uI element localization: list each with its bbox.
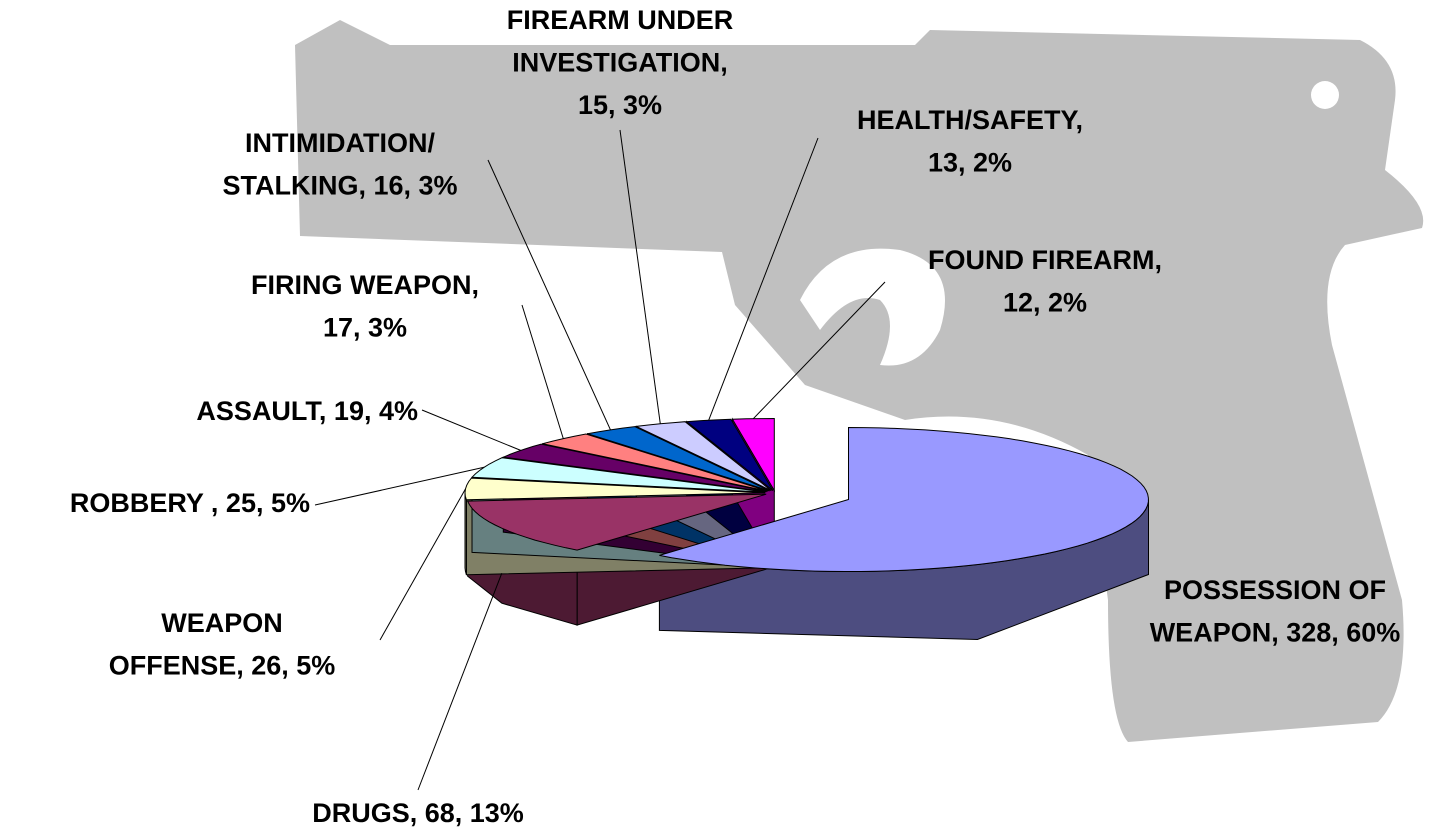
data-label: STALKING, 16, 3%	[222, 171, 457, 201]
data-label: 13, 2%	[928, 148, 1012, 178]
leader-line	[522, 305, 563, 439]
data-label: 15, 3%	[578, 90, 662, 120]
leader-line	[422, 410, 521, 450]
data-label: FOUND FIREARM,	[928, 245, 1162, 275]
leader-line	[315, 467, 484, 505]
data-label: WEAPON	[161, 608, 283, 638]
data-label: ROBBERY , 25, 5%	[70, 488, 310, 518]
leader-line	[380, 489, 466, 640]
data-label: 17, 3%	[323, 313, 407, 343]
data-label: POSSESSION OF	[1164, 575, 1386, 605]
data-label: OFFENSE, 26, 5%	[109, 651, 336, 681]
data-label: HEALTH/SAFETY,	[857, 105, 1083, 135]
leader-line	[418, 573, 502, 790]
data-label: WEAPON, 328, 60%	[1150, 618, 1401, 648]
data-label: DRUGS, 68, 13%	[312, 798, 524, 828]
hammer-hole	[1311, 81, 1339, 109]
data-label: INVESTIGATION,	[512, 48, 728, 78]
data-label: INTIMIDATION/	[245, 128, 435, 158]
chart: POSSESSION OF WEAPON, 328, 60% DRUGS, 68, …	[0, 0, 1434, 833]
data-label: FIREARM UNDER	[507, 5, 734, 35]
data-label: 12, 2%	[1003, 288, 1087, 318]
slice-wall	[465, 493, 466, 575]
data-label: FIRING WEAPON,	[251, 270, 479, 300]
data-label: ASSAULT, 19, 4%	[196, 396, 418, 426]
pie-tops	[465, 419, 1148, 572]
